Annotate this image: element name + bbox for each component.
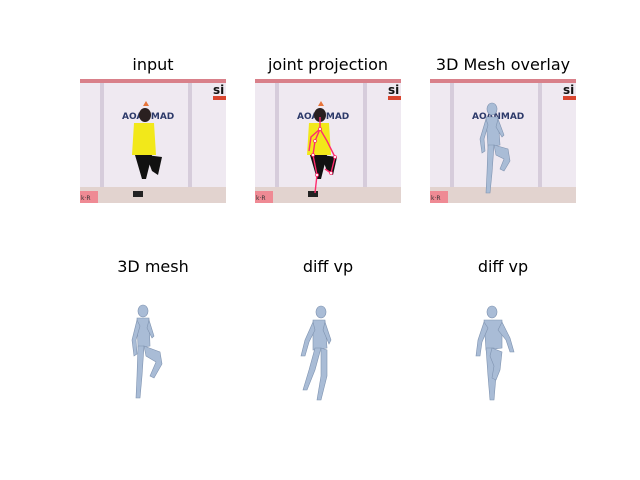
photo-corner-text: si — [388, 83, 399, 97]
mesh-front-view — [80, 290, 226, 414]
panel-title-3d-mesh: 3D mesh — [117, 257, 189, 276]
panel-title-diff-vp-2: diff vp — [477, 257, 529, 276]
mesh-overlay-photo: k·R si AOANMAD — [430, 79, 576, 203]
mesh-back-view — [430, 290, 576, 414]
panel-title-input: input — [132, 55, 174, 74]
panel-title-joint-projection: joint projection — [267, 55, 389, 74]
panel-title-mesh-overlay: 3D Mesh overlay — [435, 55, 571, 74]
panel-title-diff-vp-1: diff vp — [302, 257, 354, 276]
joint-projection-photo: k·R si AOANMAD — [255, 79, 401, 203]
mesh-figure-overlay — [479, 102, 511, 194]
photo-bottom-left-text: k·R — [256, 195, 266, 202]
photo-corner-text: si — [213, 83, 224, 97]
photo-bottom-left-text: k·R — [81, 195, 91, 202]
photo-bottom-left-text: k·R — [431, 195, 441, 202]
photo-corner-text: si — [563, 83, 574, 97]
mesh-side-view — [255, 290, 401, 414]
input-photo: k·R si AOANMAD — [80, 79, 226, 203]
